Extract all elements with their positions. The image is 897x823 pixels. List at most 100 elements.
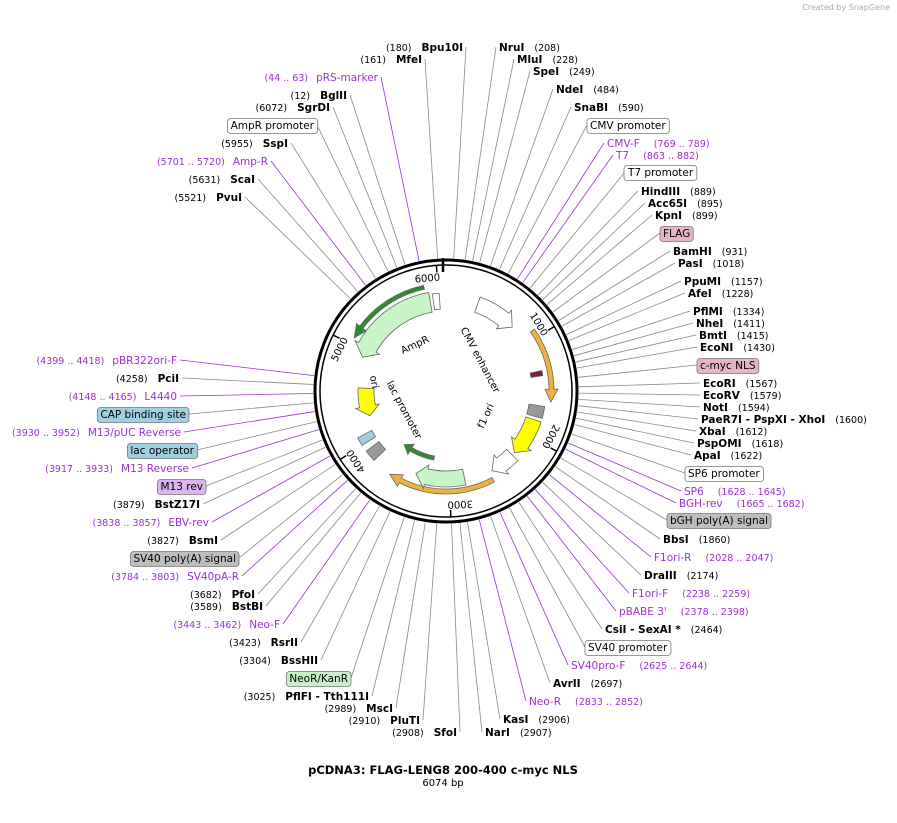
location-label: (1594) <box>738 403 770 414</box>
location-label: (1411) <box>733 319 765 330</box>
location-label: (899) <box>692 211 718 222</box>
site-label: SV40pro-F <box>571 660 625 672</box>
site-label: EBV-rev <box>168 517 209 529</box>
feature-box <box>530 371 543 378</box>
location-label: (3682) <box>190 590 222 601</box>
leader-line <box>423 524 437 720</box>
location-label: (1430) <box>743 343 775 354</box>
inner-feature-label: CMV enhancer <box>458 326 502 396</box>
location-label: (1612) <box>736 427 768 438</box>
leader-line <box>555 467 660 539</box>
site-label: pRS-marker <box>316 72 379 84</box>
leader-line <box>184 412 315 432</box>
leader-line <box>350 95 405 264</box>
feature-box <box>432 293 440 310</box>
site-label: SP6 <box>684 486 704 498</box>
leader-line <box>561 458 667 520</box>
leader-line <box>317 125 388 271</box>
leader-line <box>473 59 514 261</box>
location-label: (2625 .. 2644) <box>639 661 707 672</box>
site-label: BmtI <box>699 330 727 342</box>
leader-line <box>575 425 691 455</box>
location-label: (484) <box>593 85 619 96</box>
site-label: AfeI <box>688 288 712 300</box>
site-label: F1ori-R <box>654 552 691 564</box>
site-label: NruI <box>499 42 524 54</box>
ring-tick-label: 2000 <box>539 422 561 450</box>
location-label: (4148 .. 4165) <box>69 392 137 403</box>
feature-box <box>366 442 385 461</box>
site-label: M13/pUC Reverse <box>88 427 181 439</box>
site-label: SspI <box>263 138 288 150</box>
location-label: (1622) <box>731 451 763 462</box>
location-label: (2174) <box>687 571 719 582</box>
location-label: (3784 .. 3803) <box>111 572 179 583</box>
location-label: (2028 .. 2047) <box>705 553 773 564</box>
site-label: BssHII <box>281 655 318 667</box>
leader-line <box>425 59 438 258</box>
location-label: (1567) <box>746 379 778 390</box>
site-label: KpnI <box>655 210 682 222</box>
site-label: Bpu10I <box>421 42 463 54</box>
site-label: EcoNI <box>700 342 733 354</box>
feature-label: T7 promoter <box>627 167 694 179</box>
inner-feature-label: AmpR <box>399 334 431 357</box>
site-label: PpuMI <box>684 276 721 288</box>
leader-line <box>543 203 645 300</box>
leader-line <box>180 360 314 376</box>
leader-line <box>333 107 397 267</box>
location-label: (208) <box>534 43 560 54</box>
feature-label: AmpR promoter <box>231 120 315 132</box>
feature-label: M13 rev <box>160 481 203 493</box>
location-label: (4399 .. 4418) <box>36 356 104 367</box>
site-label: EcoRI <box>703 378 736 390</box>
site-label: PspOMI <box>697 438 742 450</box>
leader-line <box>562 263 675 326</box>
location-label: (3827) <box>147 536 179 547</box>
site-label: L4440 <box>144 391 177 403</box>
ring-tick-label: 3000 <box>447 498 473 510</box>
leader-line <box>579 393 700 395</box>
leader-line <box>568 443 681 491</box>
site-label: ApaI <box>694 450 721 462</box>
leader-line <box>468 522 500 719</box>
site-label: SgrDI <box>297 102 330 114</box>
site-label: BamHI <box>673 246 712 258</box>
site-label: CMV-F <box>607 138 640 150</box>
leader-line <box>189 403 314 414</box>
leader-line <box>535 490 629 593</box>
site-label: NarI <box>485 727 510 739</box>
location-label: (2989) <box>325 704 357 715</box>
feature-label: SP6 promoter <box>688 468 760 480</box>
location-label: (44 .. 63) <box>264 73 308 84</box>
site-label: BstBI <box>232 601 263 613</box>
site-label: DraIII <box>644 570 677 582</box>
leader-line <box>530 172 625 288</box>
site-label: M13 Reverse <box>121 463 189 475</box>
leader-line <box>271 161 365 285</box>
location-label: (228) <box>552 55 578 66</box>
leader-line <box>291 143 376 278</box>
location-label: (590) <box>618 103 644 114</box>
location-label: (2907) <box>520 728 552 739</box>
ring-tick <box>548 327 554 331</box>
leader-line <box>203 447 325 504</box>
leader-line <box>372 520 415 696</box>
location-label: (3589) <box>190 602 222 613</box>
leader-line <box>523 155 613 282</box>
leader-line <box>509 508 585 647</box>
ring-tick <box>333 335 339 338</box>
ring-tick <box>340 456 346 460</box>
location-label: (6072) <box>256 103 288 114</box>
feature-arrow <box>492 449 518 474</box>
site-label: EcoRV <box>703 390 741 402</box>
leader-line <box>517 143 604 279</box>
site-label: BsmI <box>189 535 218 547</box>
site-label: F1ori-F <box>632 588 668 600</box>
site-label: SfoI <box>434 727 457 739</box>
location-label: (12) <box>291 91 311 102</box>
leader-line <box>266 493 361 606</box>
site-label: CsiI - SexAI * <box>605 624 681 636</box>
location-label: (2910) <box>349 716 381 727</box>
